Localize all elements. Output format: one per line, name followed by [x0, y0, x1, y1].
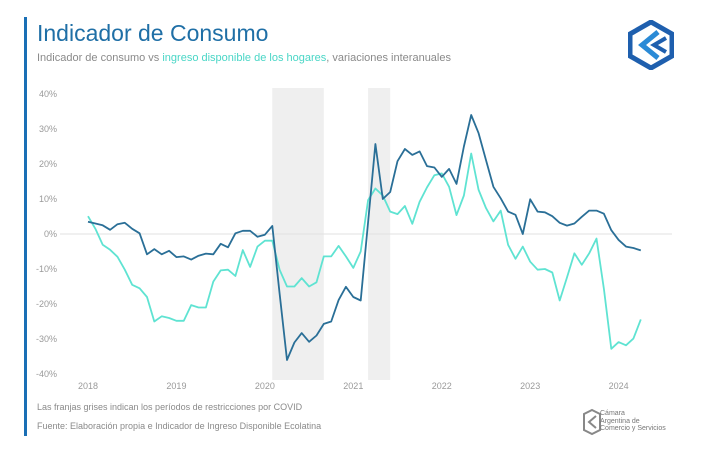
y-tick-label: 30% — [39, 124, 57, 134]
footnote-covid: Las franjas grises indican los períodos … — [37, 402, 303, 412]
cac-logo-small-icon — [583, 408, 601, 436]
x-tick-label: 2022 — [432, 381, 452, 391]
y-tick-label: -40% — [36, 369, 57, 379]
subtitle-highlight: ingreso disponible de los hogares — [162, 52, 327, 64]
x-tick-label: 2023 — [520, 381, 540, 391]
y-tick-label: 10% — [39, 194, 57, 204]
x-tick-label: 2021 — [343, 381, 363, 391]
x-tick-label: 2019 — [166, 381, 186, 391]
cac-logo-text: Cámara Argentina de Comercio y Servicios — [600, 410, 666, 433]
x-tick-label: 2020 — [255, 381, 275, 391]
y-tick-label: 40% — [39, 89, 57, 99]
cac-logo-icon — [628, 20, 674, 70]
logo-line: Comercio y Servicios — [600, 425, 666, 432]
y-tick-label: 0% — [44, 229, 57, 239]
footnote-source: Fuente: Elaboración propia e Indicador d… — [37, 421, 322, 431]
ingreso-series-line — [87, 152, 642, 350]
x-tick-label: 2024 — [609, 381, 629, 391]
accent-bar — [24, 17, 27, 436]
x-tick-label: 2018 — [78, 381, 98, 391]
y-tick-label: -10% — [36, 264, 57, 274]
subtitle-text-end: , variaciones interanuales — [326, 52, 451, 64]
logo-line: Cámara — [600, 410, 625, 417]
logo-line: Argentina de — [600, 417, 640, 425]
page-title: Indicador de Consumo — [37, 20, 269, 46]
subtitle-text: Indicador de consumo vs — [37, 52, 163, 64]
consumo-series-line — [87, 114, 642, 361]
y-tick-label: -20% — [36, 299, 57, 309]
line-chart: 40% 30% 20% 10% 0% -10% -20% -30% -40% 2018 2019 20… — [36, 88, 672, 391]
y-tick-label: 20% — [39, 159, 57, 169]
subtitle: Indicador de consumo vs ingreso disponib… — [37, 52, 451, 64]
y-tick-label: -30% — [36, 334, 57, 344]
